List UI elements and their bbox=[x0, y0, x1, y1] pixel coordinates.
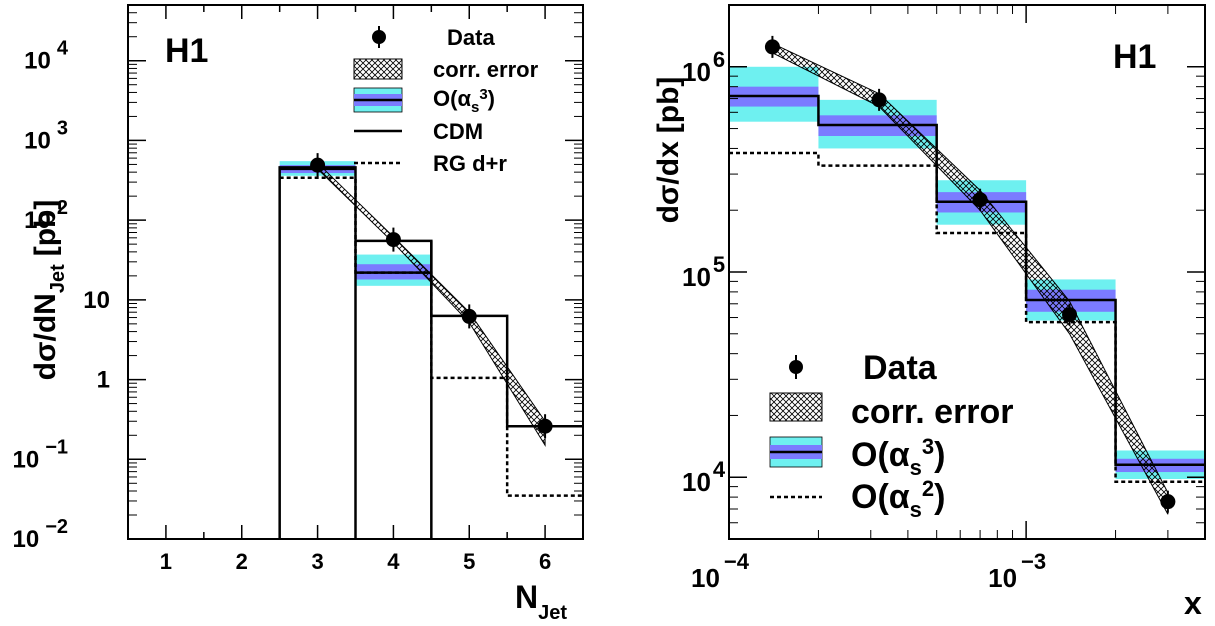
y-tick-label-exp: 4 bbox=[713, 457, 726, 482]
legend-corr-swatch bbox=[353, 58, 403, 80]
y-tick-label: 1 bbox=[97, 367, 110, 394]
x-tick-label-exp: −4 bbox=[724, 549, 750, 574]
legend-nlo-text: O(α bbox=[433, 86, 471, 111]
y-tick-label-base: 10 bbox=[682, 467, 711, 497]
left-plot: 1 2 3 4 5 6 10 −2 10 −1 1 10 10 2 10 3 10 4 bbox=[12, 4, 584, 574]
legend-corr-label: corr. error bbox=[433, 57, 539, 82]
y-tick-label: 104 bbox=[682, 457, 726, 497]
legend2-nlo2-label: O(αs2) bbox=[851, 476, 946, 522]
nlo-alphas2-histogram bbox=[729, 151, 1205, 484]
right-xlabel: x bbox=[1184, 585, 1202, 621]
x-tick-label: 10−3 bbox=[988, 549, 1046, 593]
right-ylabel-unit: [pb] bbox=[652, 77, 685, 134]
x-tick-label: 5 bbox=[463, 549, 475, 574]
y-tick-label-base: 10 bbox=[24, 127, 51, 154]
y-tick-label-exp: 6 bbox=[713, 47, 725, 72]
y-tick-label-base: 10 bbox=[24, 48, 51, 75]
y-tick-label-base: 10 bbox=[682, 262, 711, 292]
y-tick-label: 10 −2 bbox=[12, 516, 68, 553]
data-point bbox=[972, 192, 988, 208]
x-tick-label: 1 bbox=[160, 549, 172, 574]
left-ylabel-unit: [pb] bbox=[29, 200, 62, 257]
left-ylabel: dσ/dNJet [pb] bbox=[29, 200, 69, 381]
data-point bbox=[385, 232, 401, 248]
x-tick-label-base: 10 bbox=[691, 563, 720, 593]
right-panel-label: H1 bbox=[1113, 38, 1156, 76]
legend-nlo-close: ) bbox=[488, 86, 495, 111]
right-legend: Data corr. error O(αs3) O(αs2) bbox=[769, 349, 1014, 522]
legend2-nlo2-sup: 2 bbox=[922, 476, 934, 501]
legend-nlo-sup: 3 bbox=[479, 86, 487, 103]
legend2-nlo2-sub: s bbox=[910, 497, 922, 522]
legend2-nlo3-sub: s bbox=[910, 455, 922, 480]
data-point bbox=[537, 418, 553, 434]
legend2-nlo3-label: O(αs3) bbox=[851, 434, 946, 480]
y-tick-label-exp: −1 bbox=[45, 436, 68, 458]
y-tick-label: 10 −1 bbox=[12, 436, 68, 473]
x-tick-label: 2 bbox=[236, 549, 248, 574]
x-tick-label: 3 bbox=[311, 549, 323, 574]
y-tick-label: 105 bbox=[682, 252, 725, 292]
y-tick-label-exp: −2 bbox=[45, 516, 68, 538]
corr-error-band bbox=[317, 161, 546, 448]
legend2-nlo3-sup: 3 bbox=[922, 434, 934, 459]
y-tick-label-exp: 5 bbox=[713, 252, 725, 277]
y-tick-label-exp: 3 bbox=[57, 117, 68, 139]
y-tick-label-base: 10 bbox=[682, 57, 711, 87]
legend2-nlo3-close: ) bbox=[934, 436, 945, 474]
legend2-nlo3-text: O(α bbox=[851, 436, 910, 474]
legend-cdm-label: CDM bbox=[433, 119, 483, 144]
legend-data-marker bbox=[372, 30, 386, 44]
y-tick-label-exp: 2 bbox=[57, 197, 68, 219]
legend-data-label: Data bbox=[447, 25, 495, 50]
y-tick-label-exp: 4 bbox=[57, 38, 69, 60]
x-tick-label-exp: −3 bbox=[1021, 549, 1046, 574]
y-tick-label-base: 1 bbox=[97, 367, 110, 394]
y-tick-label: 10 bbox=[83, 287, 110, 314]
svg-text:dσ/dx[pb]: dσ/dx [pb] bbox=[652, 77, 685, 224]
legend2-data-marker bbox=[789, 360, 803, 374]
y-tick-label-base: 10 bbox=[24, 207, 51, 234]
left-xlabel: NJet bbox=[515, 579, 567, 624]
right-ylabel: dσ/dx [pb] bbox=[652, 77, 685, 224]
x-tick-label: 4 bbox=[387, 549, 400, 574]
data-point bbox=[871, 92, 887, 108]
y-tick-label-base: 10 bbox=[12, 446, 39, 473]
corr-error-band bbox=[771, 42, 1169, 515]
y-tick-label: 10 3 bbox=[24, 117, 68, 154]
legend2-data-label: Data bbox=[863, 349, 938, 387]
left-panel-label: H1 bbox=[165, 32, 208, 70]
y-tick-label: 10 4 bbox=[24, 38, 69, 75]
right-ylabel-main: dσ/dx bbox=[652, 141, 685, 224]
legend-nlo-sub: s bbox=[471, 99, 479, 116]
x-tick-label-base: 10 bbox=[988, 563, 1017, 593]
data-point bbox=[764, 39, 780, 55]
y-tick-label-base: 10 bbox=[83, 287, 110, 314]
y-tick-label: 106 bbox=[682, 47, 725, 87]
legend2-corr-label: corr. error bbox=[851, 393, 1014, 431]
svg-text:dσ/dNJet[pb]: dσ/dNJet [pb] bbox=[29, 200, 69, 381]
left-xlabel-main: N bbox=[515, 579, 538, 615]
left-legend: Data corr. error O(αs3) CDM RG d+r bbox=[353, 25, 539, 176]
y-tick-label-base: 10 bbox=[12, 526, 39, 553]
legend-rg-label: RG d+r bbox=[433, 151, 507, 176]
left-xlabel-sub: Jet bbox=[538, 602, 567, 624]
data-point bbox=[1062, 307, 1078, 323]
x-tick-label: 6 bbox=[539, 549, 551, 574]
left-ylabel-sub: Jet bbox=[47, 264, 69, 293]
legend-nlo-label: O(αs3) bbox=[433, 86, 495, 116]
legend2-nlo2-text: O(α bbox=[851, 478, 910, 516]
data-point bbox=[310, 157, 326, 173]
legend2-nlo2-close: ) bbox=[934, 478, 945, 516]
x-tick-label: 10−4 bbox=[691, 549, 750, 593]
data-point bbox=[461, 308, 477, 324]
left-ylabel-main: dσ/dN bbox=[29, 293, 62, 380]
data-point bbox=[1160, 494, 1176, 510]
legend2-corr-swatch bbox=[769, 392, 823, 422]
y-tick-label: 10 2 bbox=[24, 197, 68, 234]
